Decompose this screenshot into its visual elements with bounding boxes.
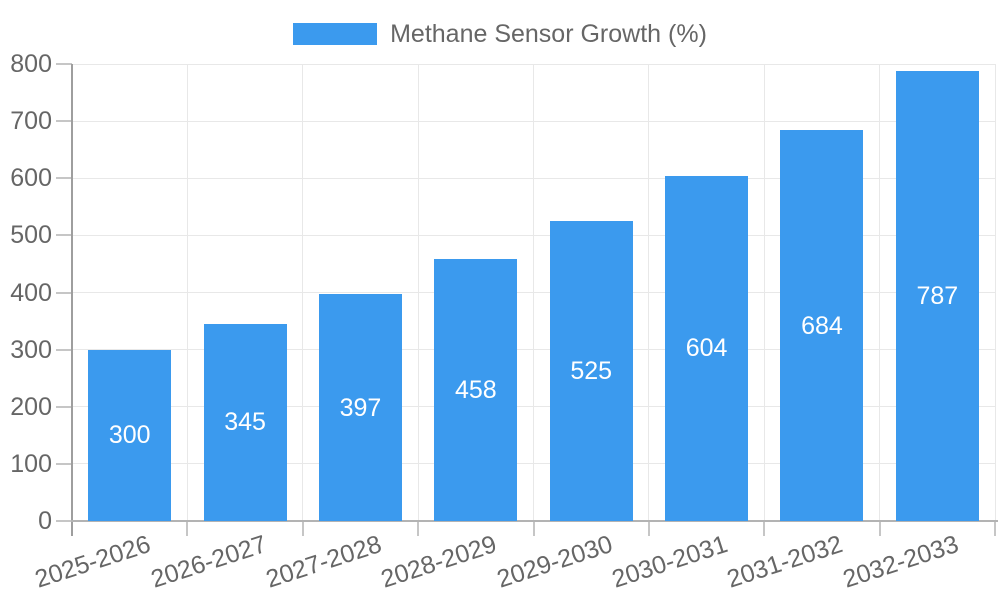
bar-value-label: 458: [454, 376, 497, 405]
y-tick-label: 500: [10, 221, 52, 250]
y-tick-mark: [56, 291, 72, 294]
bar[interactable]: 604: [665, 175, 749, 521]
x-tick-label: 2026-2027: [147, 530, 270, 594]
legend-label: Methane Sensor Growth (%): [390, 20, 707, 48]
y-tick-label: 600: [10, 164, 52, 193]
y-tick-mark: [56, 63, 72, 65]
x-tick-mark: [417, 521, 420, 536]
x-tick-label: 2025-2026: [31, 530, 155, 594]
bar[interactable]: 684: [780, 130, 864, 521]
bar-value-label: 684: [801, 311, 843, 340]
y-tick-label: 400: [10, 278, 52, 307]
bar[interactable]: 787: [895, 71, 979, 521]
x-tick-mark: [763, 521, 766, 536]
x-gridline: [302, 64, 304, 521]
x-gridline: [994, 64, 996, 521]
y-tick-label: 700: [10, 107, 52, 136]
x-gridline: [879, 64, 881, 521]
x-gridline: [648, 64, 650, 521]
y-tick-label: 800: [10, 50, 52, 78]
x-gridline: [186, 64, 188, 521]
legend-swatch: [293, 23, 378, 45]
y-tick-mark: [56, 520, 72, 522]
x-tick-mark: [647, 521, 650, 536]
bar[interactable]: 397: [318, 294, 402, 521]
bar[interactable]: 458: [434, 259, 518, 521]
bar[interactable]: 300: [88, 349, 172, 521]
x-tick-label: 2030-2031: [608, 530, 731, 594]
y-tick-label: 0: [38, 507, 52, 535]
y-tick-label: 300: [10, 335, 52, 364]
x-tick-mark: [878, 521, 881, 536]
y-tick-mark: [56, 348, 72, 351]
x-tick-label: 2028-2029: [377, 530, 501, 594]
bar-value-label: 525: [570, 357, 613, 386]
y-tick-label: 100: [10, 449, 52, 478]
x-tick-mark: [186, 521, 189, 536]
bar-value-label: 300: [108, 421, 151, 450]
x-tick-label: 2032-2033: [839, 530, 962, 594]
legend[interactable]: Methane Sensor Growth (%): [0, 21, 1000, 47]
x-gridline: [533, 64, 534, 521]
bar[interactable]: 345: [203, 323, 287, 521]
x-tick-mark: [994, 521, 996, 536]
x-axis-line: [71, 520, 998, 522]
x-gridline: [763, 64, 765, 521]
y-tick-mark: [56, 177, 72, 180]
x-gridline: [417, 64, 419, 521]
x-tick-mark: [301, 521, 304, 536]
y-tick-label: 200: [10, 392, 52, 421]
bar-value-label: 397: [339, 393, 382, 422]
y-tick-mark: [56, 462, 72, 465]
y-tick-mark: [56, 120, 72, 123]
x-tick-label: 2031-2032: [723, 530, 847, 594]
bar-value-label: 345: [224, 408, 266, 437]
y-tick-mark: [56, 405, 72, 408]
x-tick-mark: [532, 521, 535, 536]
y-tick-mark: [56, 234, 72, 237]
x-tick-label: 2027-2028: [262, 530, 385, 594]
bar[interactable]: 525: [549, 221, 633, 521]
y-axis-line: [71, 64, 73, 536]
bar-value-label: 604: [685, 334, 728, 363]
bar-value-label: 787: [916, 282, 959, 311]
x-tick-label: 2029-2030: [493, 530, 616, 594]
